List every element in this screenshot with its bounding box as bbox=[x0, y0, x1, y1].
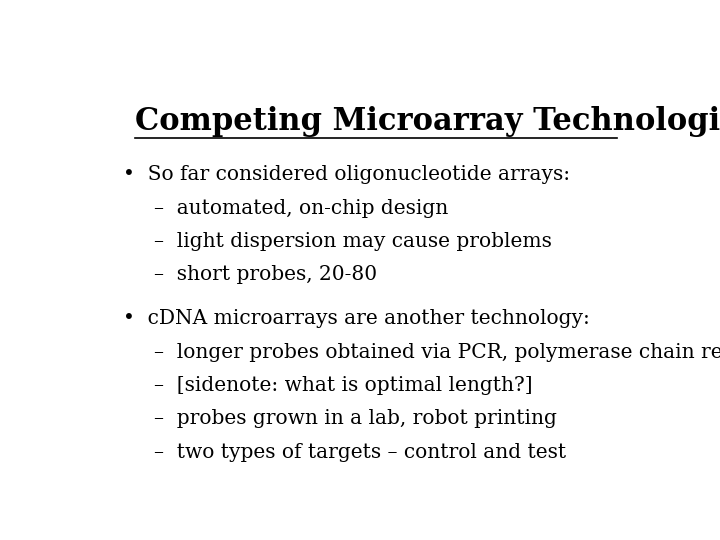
Text: –  light dispersion may cause problems: – light dispersion may cause problems bbox=[154, 232, 552, 251]
Text: –  automated, on-chip design: – automated, on-chip design bbox=[154, 199, 449, 218]
Text: •  cDNA microarrays are another technology:: • cDNA microarrays are another technolog… bbox=[124, 309, 590, 328]
Text: Competing Microarray Technologies: Competing Microarray Technologies bbox=[135, 106, 720, 137]
Text: •  So far considered oligonucleotide arrays:: • So far considered oligonucleotide arra… bbox=[124, 165, 571, 184]
Text: –  longer probes obtained via PCR, polymerase chain reaction: – longer probes obtained via PCR, polyme… bbox=[154, 343, 720, 362]
Text: –  [sidenote: what is optimal length?]: – [sidenote: what is optimal length?] bbox=[154, 376, 533, 395]
Text: –  probes grown in a lab, robot printing: – probes grown in a lab, robot printing bbox=[154, 409, 557, 429]
Text: –  short probes, 20-80: – short probes, 20-80 bbox=[154, 265, 377, 284]
Text: –  two types of targets – control and test: – two types of targets – control and tes… bbox=[154, 443, 567, 462]
